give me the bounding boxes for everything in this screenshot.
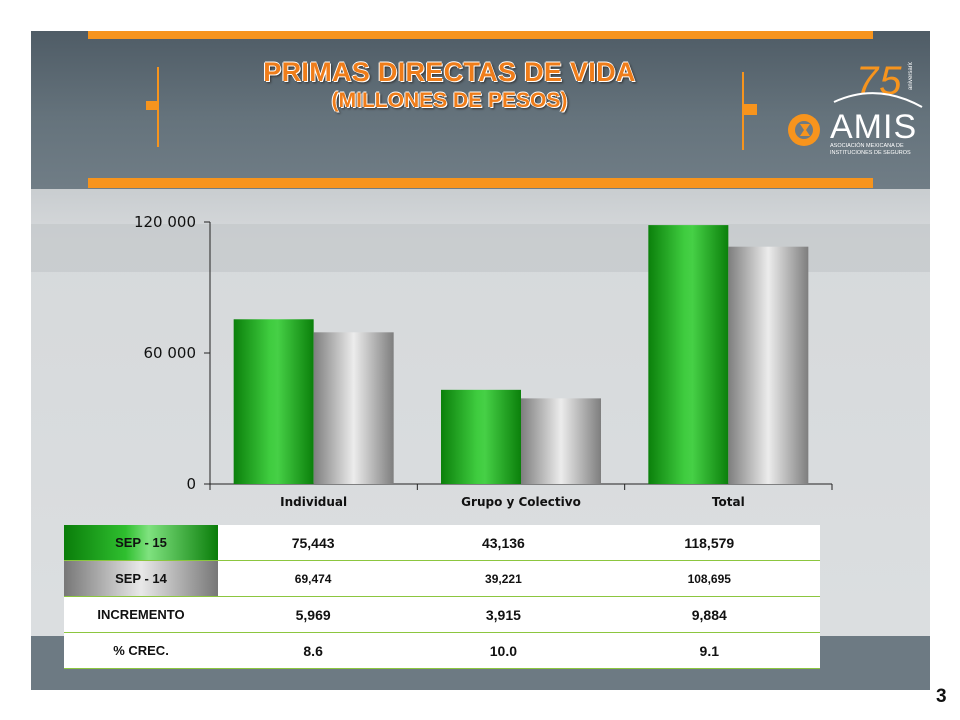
bar-previous — [728, 246, 809, 484]
table-cell: 69,474 — [218, 560, 409, 597]
table-cell: 43,136 — [408, 525, 599, 561]
table-cell: 3,915 — [408, 596, 599, 633]
x-category-label: Total — [712, 495, 745, 509]
logo-name: AMIS — [830, 108, 917, 146]
logo-arc — [833, 92, 923, 108]
table-cell: 8.6 — [218, 632, 409, 669]
chart-bars — [233, 225, 809, 484]
y-tick-label: 120 000 — [134, 213, 196, 231]
bar-current — [441, 389, 521, 484]
chart-labels: 0 60 000 120 000 Individual Grupo y Colectiv… — [134, 213, 745, 509]
table-cell: 9,884 — [598, 596, 820, 633]
table-row: INCREMENTO 5,969 3,915 9,884 — [64, 596, 820, 633]
row-label: % CREC. — [64, 632, 218, 669]
row-label: SEP - 15 — [64, 525, 218, 561]
orange-top-bar — [88, 31, 873, 39]
bar-previous — [313, 332, 394, 484]
page-number: 3 — [936, 686, 947, 707]
bar-previous — [521, 398, 601, 484]
logo-line1: ASOCIACIÓN MEXICANA DE — [830, 142, 904, 149]
amis-emblem-icon — [788, 114, 820, 146]
row-label: SEP - 14 — [64, 560, 218, 597]
table-cell: 39,221 — [408, 560, 599, 597]
page-subtitle: (MILLONES DE PESOS) — [331, 89, 568, 112]
x-category-label: Individual — [280, 495, 347, 509]
header-band — [31, 31, 930, 189]
orange-bracket-left-line — [157, 67, 159, 147]
data-table: SEP - 15 75,443 43,136 118,579 SEP - 14 … — [64, 525, 820, 669]
table-row: SEP - 14 69,474 39,221 108,695 — [64, 560, 820, 597]
table-cell: 118,579 — [598, 525, 820, 561]
y-tick-label: 0 — [186, 475, 196, 493]
page-title: PRIMAS DIRECTAS DE VIDA — [263, 57, 636, 87]
orange-bottom-bar — [88, 178, 873, 188]
row-label: INCREMENTO — [64, 596, 218, 633]
table-cell: 9.1 — [598, 632, 820, 669]
x-category-label: Grupo y Colectivo — [461, 495, 581, 509]
table-cell: 108,695 — [598, 560, 820, 597]
orange-bracket-right-square — [744, 104, 757, 115]
orange-bracket-right-line — [742, 72, 744, 150]
amis-logo: 75 aniversario AMIS ASOCIACIÓN MEXICANA … — [788, 62, 923, 156]
y-tick-label: 60 000 — [144, 344, 197, 362]
table-row: SEP - 15 75,443 43,136 118,579 — [64, 525, 820, 561]
table-cell: 10.0 — [408, 632, 599, 669]
bar-current — [233, 319, 314, 484]
logo-anniversary-small: aniversario — [908, 62, 914, 90]
table-cell: 75,443 — [218, 525, 409, 561]
logo-line2: INSTITUCIONES DE SEGUROS — [830, 150, 911, 156]
table-row: % CREC. 8.6 10.0 9.1 — [64, 632, 820, 669]
orange-bracket-left-square — [146, 101, 157, 110]
bar-current — [648, 225, 729, 484]
table-cell: 5,969 — [218, 596, 409, 633]
